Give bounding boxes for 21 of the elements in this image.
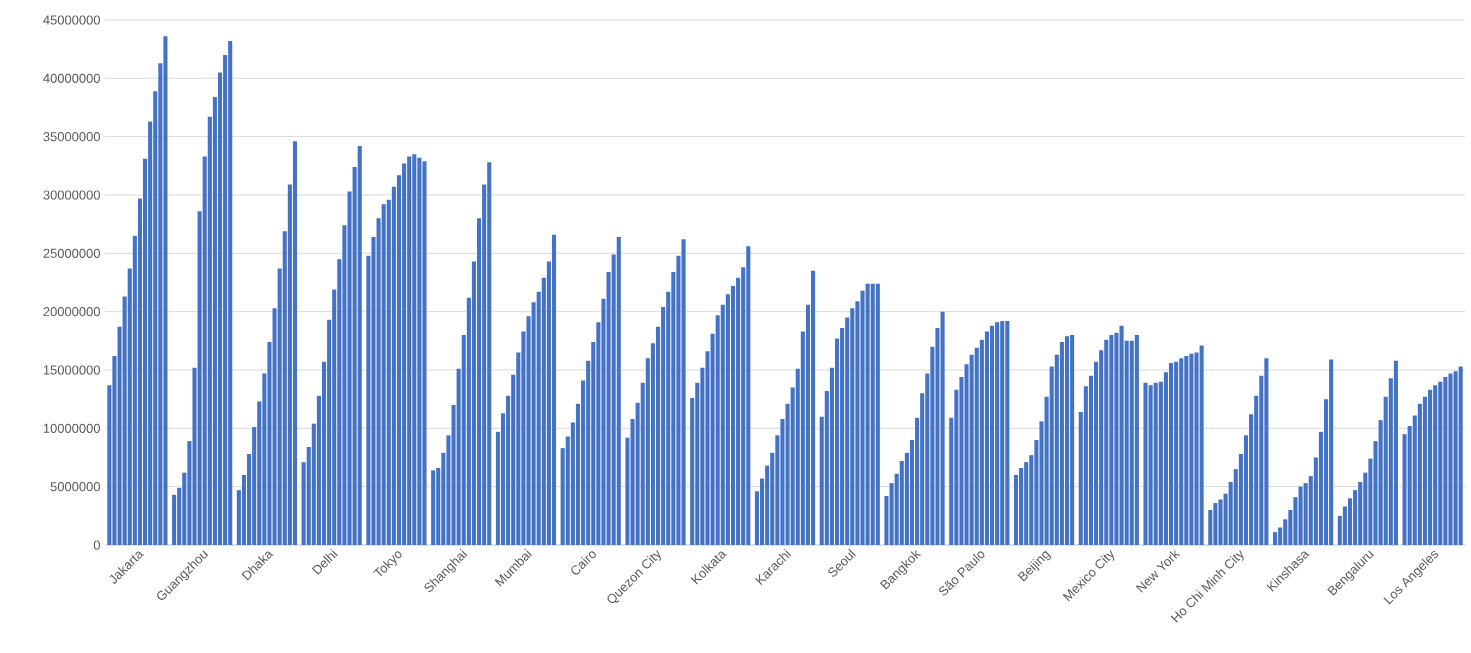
y-tick-label: 5000000 [50,482,100,492]
bar [1458,366,1463,545]
y-tick-label: 45000000 [43,15,100,25]
y-tick-label: 20000000 [43,307,100,317]
bar [357,145,362,545]
y-tick-label: 15000000 [43,365,100,375]
y-tick-label: 25000000 [43,248,100,258]
y-tick-label: 0 [93,540,100,550]
bar [1064,336,1070,545]
y-tick-label: 35000000 [43,132,100,142]
y-tick-label: 10000000 [43,423,100,433]
bar [616,236,621,545]
bar [1134,334,1139,545]
bar [875,283,880,545]
bar [292,141,298,545]
bar [1393,360,1398,545]
bar [1168,362,1174,545]
bar [551,234,557,545]
bar [431,470,436,545]
y-tick-label: 40000000 [43,73,100,83]
y-tick-label: 30000000 [43,190,100,200]
